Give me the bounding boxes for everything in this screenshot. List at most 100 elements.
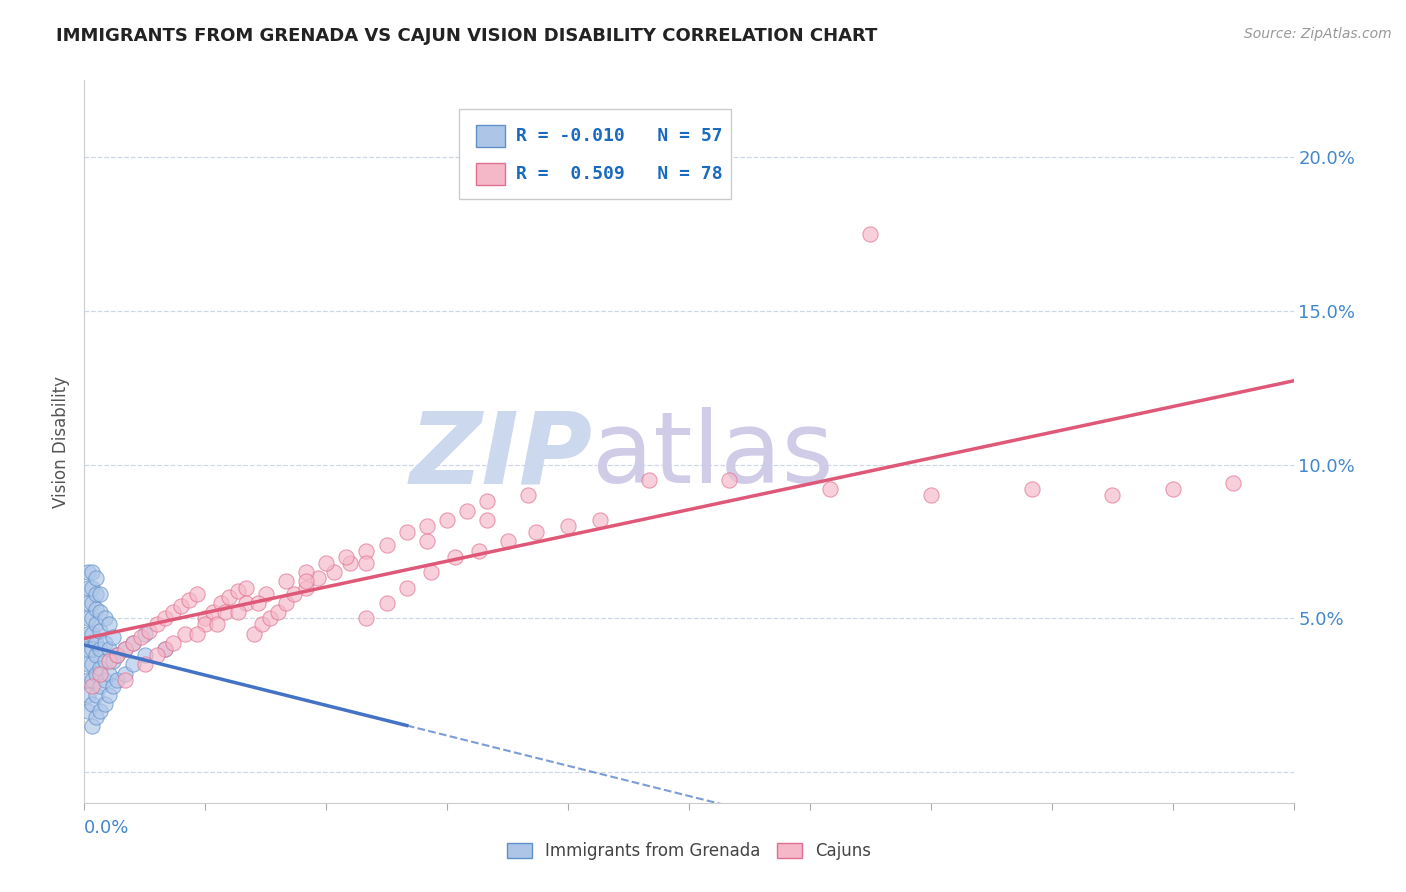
Point xyxy=(242,626,264,640)
Point xyxy=(93,673,115,687)
Text: 0.0%: 0.0% xyxy=(84,819,129,837)
Point xyxy=(859,227,882,241)
Point xyxy=(93,611,115,625)
Point xyxy=(295,565,318,579)
Point xyxy=(436,513,458,527)
Point xyxy=(114,642,136,657)
Point xyxy=(420,565,443,579)
Point xyxy=(235,581,257,595)
Point xyxy=(1161,482,1184,496)
Point xyxy=(89,587,111,601)
Point xyxy=(395,581,418,595)
Point xyxy=(77,642,100,657)
Point xyxy=(194,617,217,632)
Point xyxy=(589,513,612,527)
Point xyxy=(444,549,467,564)
Point xyxy=(162,636,184,650)
Point xyxy=(97,617,120,632)
Point xyxy=(82,581,104,595)
Point xyxy=(89,605,111,619)
Point xyxy=(77,596,100,610)
Point xyxy=(82,673,104,687)
Point xyxy=(818,482,841,496)
Legend: Immigrants from Grenada, Cajuns: Immigrants from Grenada, Cajuns xyxy=(501,836,877,867)
Point xyxy=(82,679,104,693)
Point xyxy=(283,587,305,601)
Point xyxy=(86,617,108,632)
Point xyxy=(82,596,104,610)
Point xyxy=(356,611,378,625)
Point xyxy=(86,709,108,723)
Point xyxy=(114,642,136,657)
Point xyxy=(77,673,100,687)
Point xyxy=(129,630,152,644)
Point xyxy=(307,571,329,585)
Point xyxy=(186,626,208,640)
Point xyxy=(1101,488,1123,502)
Point xyxy=(218,590,240,604)
Point xyxy=(356,556,378,570)
Point xyxy=(101,654,124,668)
Point xyxy=(105,648,128,663)
Point xyxy=(1222,476,1244,491)
Point xyxy=(315,556,337,570)
Point xyxy=(170,599,193,613)
Point xyxy=(146,617,169,632)
Point xyxy=(77,565,100,579)
Point xyxy=(121,636,143,650)
Point xyxy=(93,698,115,712)
Point xyxy=(153,611,176,625)
FancyBboxPatch shape xyxy=(477,163,505,185)
Point xyxy=(214,605,236,619)
Point xyxy=(235,596,257,610)
Point xyxy=(134,648,156,663)
Point xyxy=(174,626,197,640)
Point xyxy=(86,666,108,681)
Point xyxy=(274,574,297,589)
Point xyxy=(456,504,478,518)
Point xyxy=(77,704,100,718)
Point xyxy=(86,571,108,585)
Point xyxy=(77,657,100,672)
Point xyxy=(202,605,225,619)
Point xyxy=(82,719,104,733)
Point xyxy=(323,565,346,579)
Point xyxy=(246,596,269,610)
Point xyxy=(179,593,201,607)
Point xyxy=(496,534,519,549)
Point xyxy=(1021,482,1043,496)
Point xyxy=(82,626,104,640)
Point xyxy=(295,581,318,595)
Point xyxy=(89,666,111,681)
Point xyxy=(335,549,357,564)
Text: IMMIGRANTS FROM GRENADA VS CAJUN VISION DISABILITY CORRELATION CHART: IMMIGRANTS FROM GRENADA VS CAJUN VISION … xyxy=(56,27,877,45)
Point xyxy=(86,602,108,616)
Point xyxy=(114,673,136,687)
Point xyxy=(134,626,156,640)
Point xyxy=(97,654,120,668)
Point xyxy=(93,636,115,650)
Point xyxy=(339,556,361,570)
Point xyxy=(375,596,398,610)
Point xyxy=(718,473,741,487)
Text: atlas: atlas xyxy=(592,408,834,505)
Text: Source: ZipAtlas.com: Source: ZipAtlas.com xyxy=(1244,27,1392,41)
Point xyxy=(89,642,111,657)
Point xyxy=(134,657,156,672)
Point xyxy=(226,605,249,619)
Point xyxy=(356,543,378,558)
Point xyxy=(101,679,124,693)
Point xyxy=(82,698,104,712)
Point xyxy=(524,525,547,540)
Point xyxy=(209,596,232,610)
Point xyxy=(207,617,229,632)
Y-axis label: Vision Disability: Vision Disability xyxy=(52,376,70,508)
Point xyxy=(468,543,491,558)
Point xyxy=(86,688,108,702)
Point xyxy=(101,630,124,644)
Point xyxy=(259,611,281,625)
Point xyxy=(395,525,418,540)
Point xyxy=(254,587,277,601)
Point xyxy=(86,648,108,663)
Point xyxy=(226,583,249,598)
